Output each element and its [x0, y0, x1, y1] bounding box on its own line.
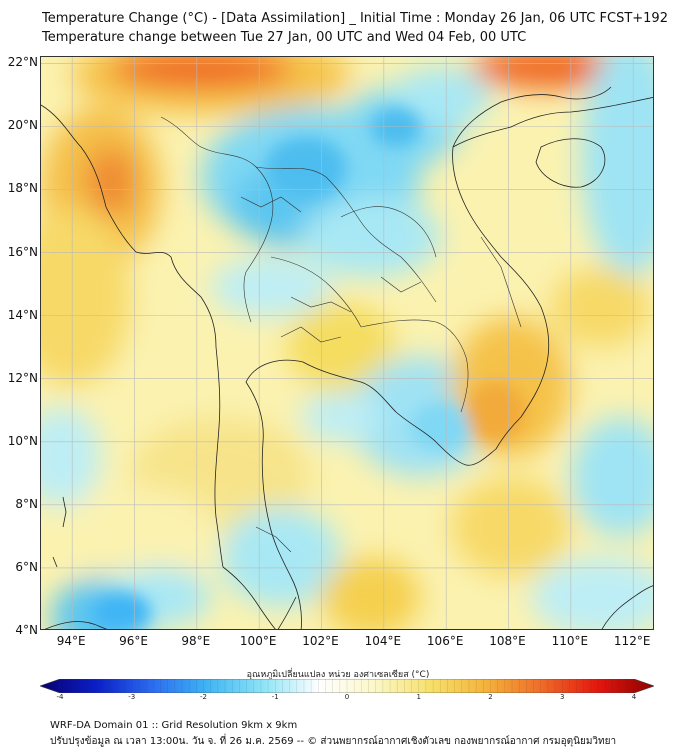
chart-title: Temperature Change (°C) - [Data Assimila… — [42, 11, 668, 26]
admin-borders — [160, 116, 522, 553]
colorbar — [40, 679, 654, 693]
coastline-andaman — [41, 104, 224, 568]
lon-label: 108°E — [489, 634, 526, 648]
colorbar-title: อุณหภูมิเปลี่ยนแปลง หน่วย องศาเซลเซียส (… — [246, 670, 430, 680]
coastline-borneo — [601, 585, 653, 629]
colorbar-tick-label: 0 — [344, 693, 350, 701]
border-vietnam-laos — [480, 236, 522, 328]
border-myanmar-thailand — [200, 146, 274, 323]
colorbar-tick-label: 3 — [560, 693, 565, 701]
province-line-4 — [380, 276, 422, 293]
lat-label: 8°N — [15, 496, 38, 511]
colorbar-tick-label: -2 — [200, 693, 207, 701]
colorbar-tick-label: 4 — [631, 693, 637, 701]
nicobar-islands — [52, 556, 58, 568]
colorbar-tick-label: -3 — [128, 693, 136, 701]
lon-label: 104°E — [364, 634, 402, 648]
temperature-change-map — [41, 57, 653, 629]
lat-label: 14°N — [7, 307, 38, 322]
lon-label: 106°E — [426, 634, 464, 648]
province-line-1 — [290, 296, 352, 313]
lon-label: 102°E — [302, 634, 339, 648]
coastline-south-china — [452, 97, 653, 148]
coastline-malaysia — [277, 596, 297, 629]
border-laos-north — [340, 206, 437, 258]
chart-subtitle: Temperature change between Tue 27 Jan, 0… — [42, 30, 527, 45]
lat-label: 6°N — [15, 559, 38, 574]
lat-label: 10°N — [7, 433, 38, 448]
coastline-sumatra — [44, 621, 108, 629]
colorbar-tick-label: -1 — [271, 693, 279, 701]
hainan-island — [535, 138, 606, 188]
colorbar-tick-label: 1 — [416, 693, 421, 701]
map-panel — [40, 56, 654, 630]
lon-label: 110°E — [551, 634, 589, 648]
colorbar-gradient — [40, 679, 654, 693]
coastlines — [41, 86, 653, 629]
colorbar-tick-label: 2 — [488, 693, 493, 701]
lon-label: 98°E — [181, 634, 211, 648]
coastline-peninsula-east — [245, 359, 362, 629]
footer-model-info: WRF-DA Domain 01 :: Grid Resolution 9km … — [50, 720, 298, 731]
lat-label: 16°N — [7, 244, 38, 259]
lat-label: 22°N — [7, 55, 38, 70]
border-myanmar-china — [160, 116, 202, 148]
colorbar-tick-label: -4 — [56, 693, 64, 701]
lon-label: 100°E — [239, 634, 277, 648]
province-line-2 — [280, 326, 342, 343]
lon-label: 112°E — [613, 634, 651, 648]
lon-label: 94°E — [56, 634, 86, 648]
lat-label: 18°N — [7, 181, 38, 196]
temperature-field-detail — [91, 107, 526, 629]
coastline-gulf-vietnam — [360, 86, 612, 466]
coastline-peninsula-west — [222, 566, 276, 629]
border-laos — [255, 166, 437, 303]
andaman-islands — [62, 496, 67, 528]
border-cambodia — [360, 319, 469, 413]
lat-label: 12°N — [7, 370, 38, 385]
lat-label: 4°N — [15, 623, 38, 637]
lat-label: 20°N — [7, 118, 38, 133]
lon-label: 96°E — [119, 634, 148, 648]
border-thai-malaysia — [255, 526, 292, 553]
province-line-3 — [240, 196, 302, 213]
border-thai-northeast — [270, 256, 362, 328]
footer-credit: ปรับปรุงข้อมูล ณ เวลา 13:00น. วัน จ. ที่… — [50, 736, 617, 747]
graticule — [41, 57, 653, 629]
